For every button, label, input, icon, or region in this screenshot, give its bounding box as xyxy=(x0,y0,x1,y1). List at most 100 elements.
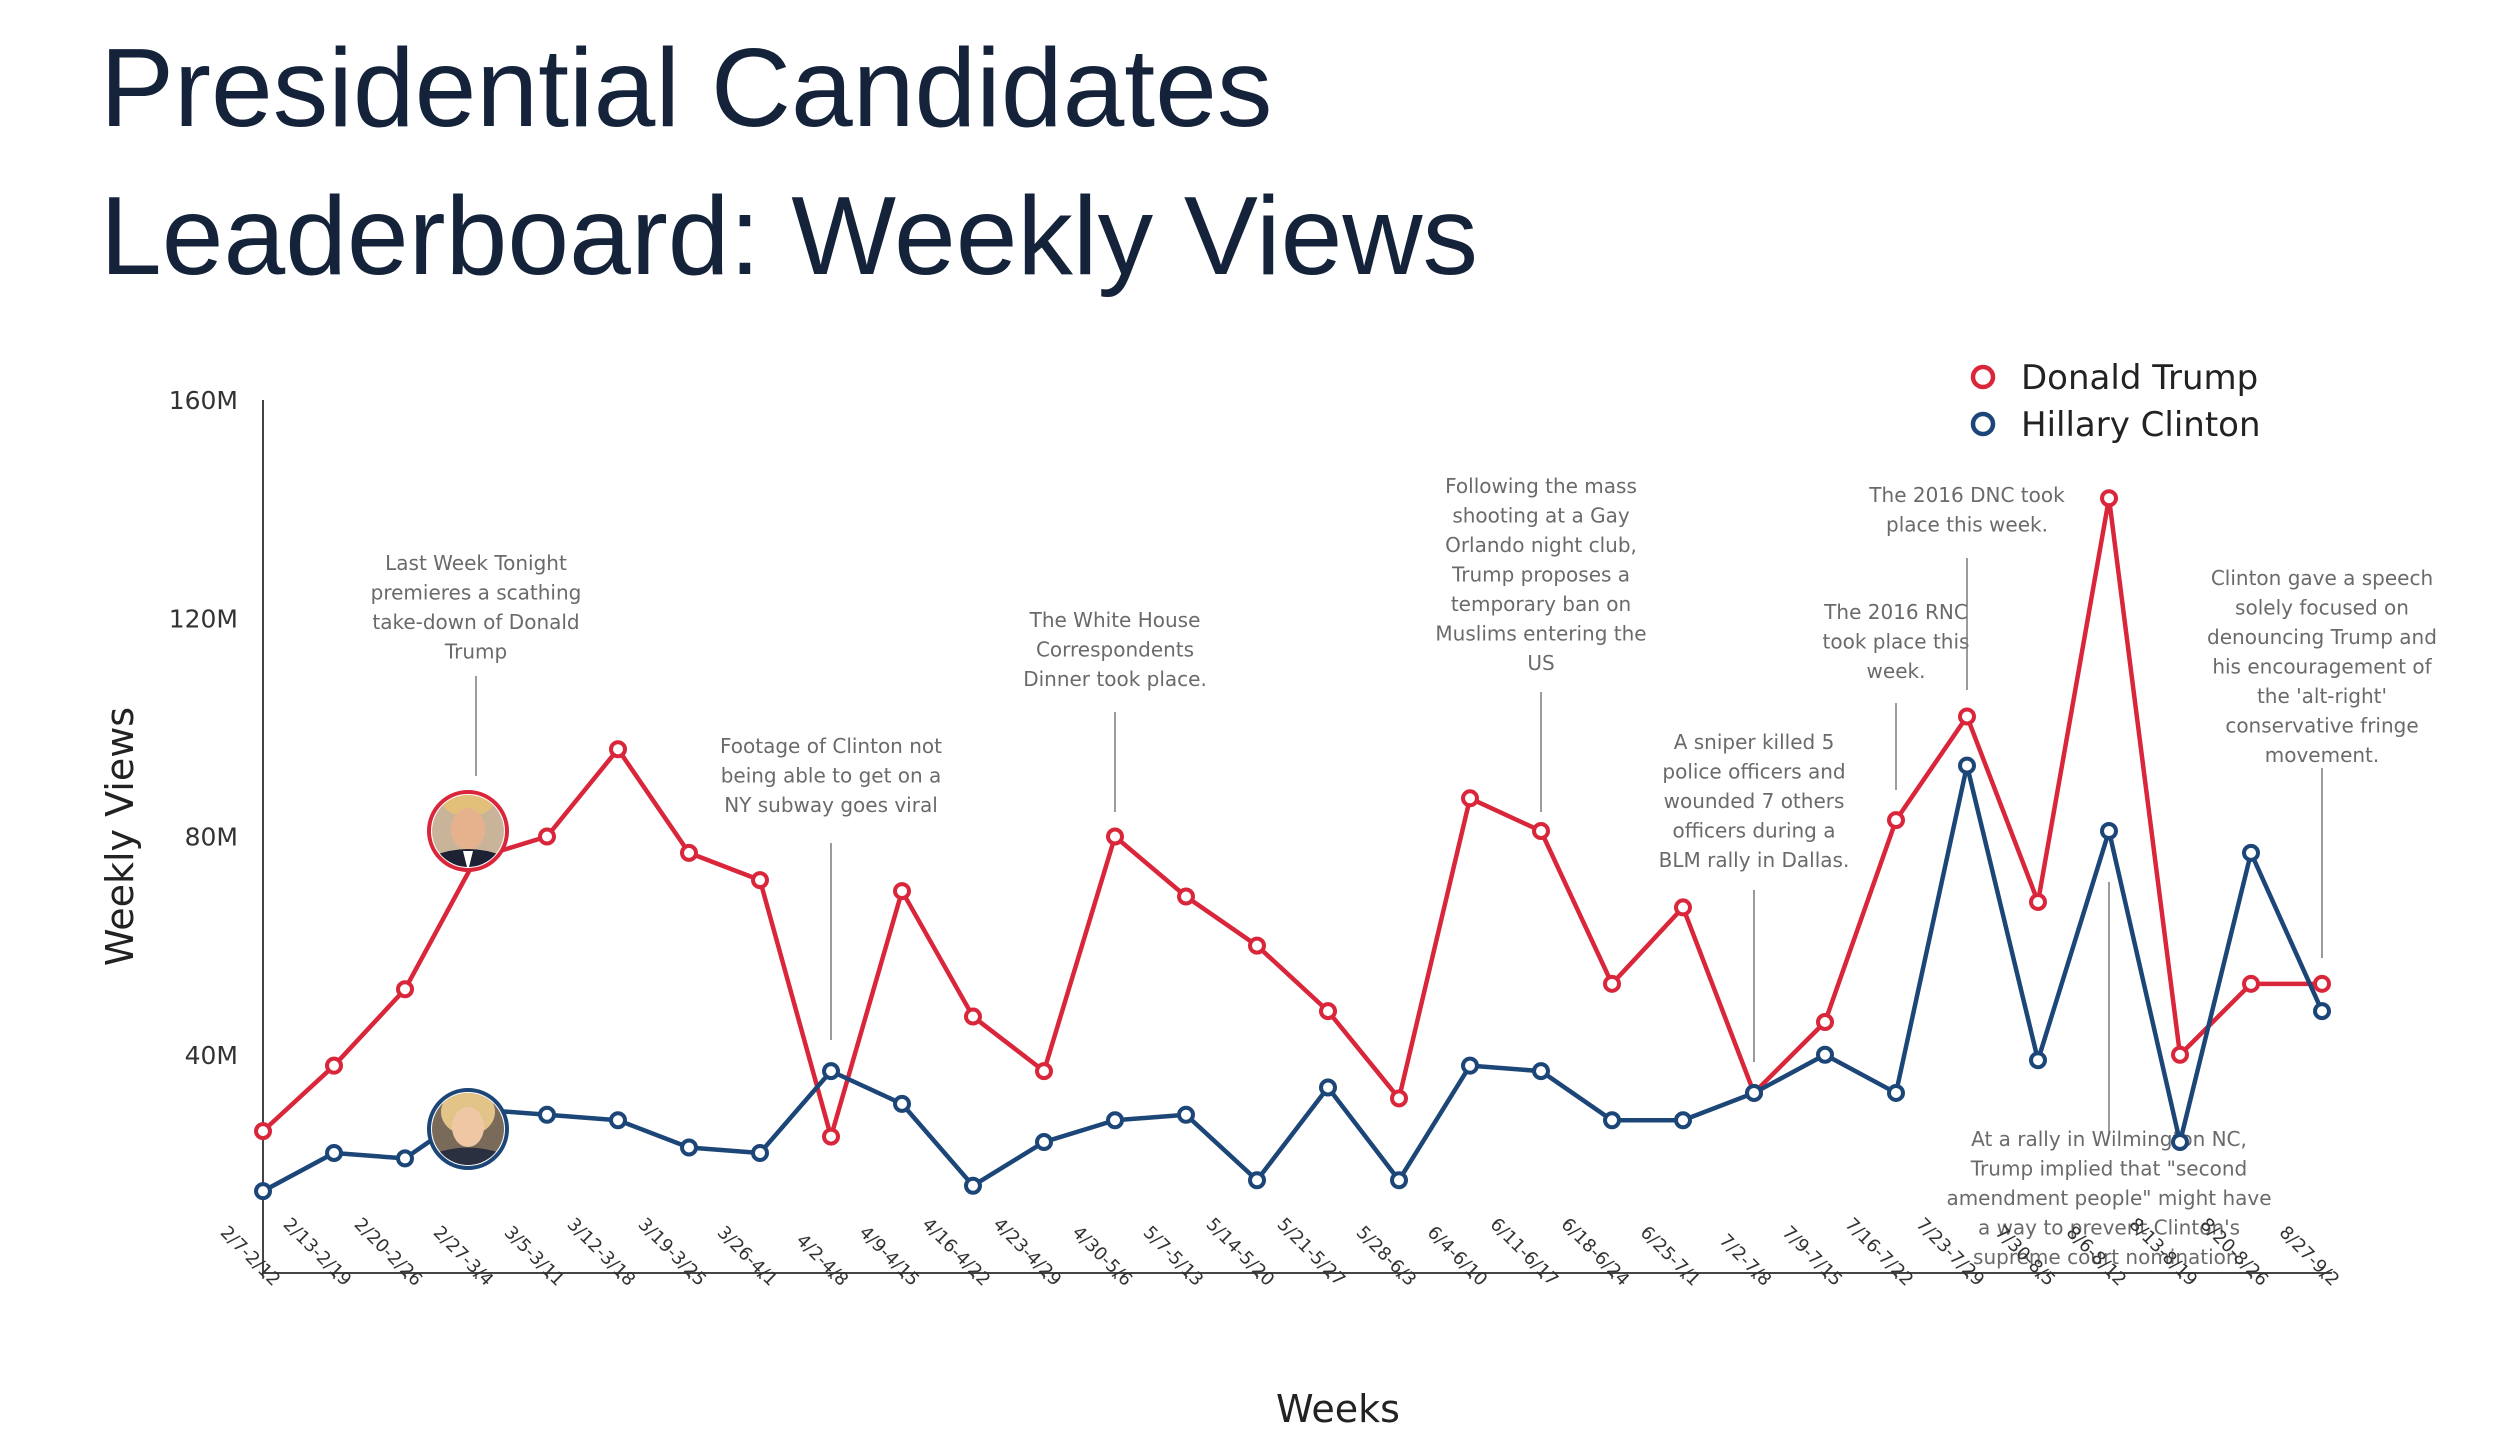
x-tick-label: 5/21-5/27 xyxy=(1273,1214,1350,1291)
title-line-1: Presidential Candidates xyxy=(100,26,1273,150)
data-point-donald-trump xyxy=(254,1122,272,1141)
data-point-hillary-clinton xyxy=(1532,1062,1550,1081)
data-point-hillary-clinton xyxy=(2171,1133,2189,1152)
series-line-hillary-clinton xyxy=(261,763,2325,1194)
data-point-donald-trump xyxy=(1106,827,1124,846)
data-point-donald-trump xyxy=(538,827,556,846)
data-point-donald-trump xyxy=(1248,936,1266,955)
series-layer xyxy=(254,489,2331,1201)
data-point-hillary-clinton xyxy=(964,1176,982,1195)
annotation-text: The White House Correspondents Dinner took… xyxy=(1023,608,1207,691)
x-tick-label: 2/20-2/26 xyxy=(350,1214,427,1291)
x-tick-label: 4/16-4/22 xyxy=(918,1214,995,1291)
data-point-hillary-clinton xyxy=(1958,756,1976,775)
data-point-hillary-clinton xyxy=(538,1105,556,1124)
x-tick-label: 7/2-7/8 xyxy=(1715,1230,1775,1290)
page-title: Presidential Candidates Leaderboard: Wee… xyxy=(100,14,1478,310)
data-point-hillary-clinton xyxy=(1319,1078,1337,1097)
annotation-text: The 2016 RNC took place this week. xyxy=(1823,600,1970,683)
data-point-donald-trump xyxy=(1319,1002,1337,1021)
data-point-hillary-clinton xyxy=(1390,1171,1408,1190)
data-point-hillary-clinton xyxy=(680,1138,698,1157)
x-tick-label: 2/27-3/4 xyxy=(429,1222,498,1291)
data-point-hillary-clinton xyxy=(1816,1045,1834,1064)
data-point-hillary-clinton xyxy=(751,1143,769,1162)
data-point-hillary-clinton xyxy=(396,1149,414,1168)
annotations-layer: Last Week Tonight premieres a scathing tak… xyxy=(371,474,2437,1269)
data-point-donald-trump xyxy=(2171,1045,2189,1064)
legend-marker xyxy=(1970,411,1996,437)
candidate-avatars xyxy=(427,790,509,1170)
annotation-text: Footage of Clinton not being able to get … xyxy=(720,734,942,817)
y-tick-label: 40M xyxy=(185,1041,238,1070)
axes-layer: 40M 80M 120M 160M 2/7-2/122/13-2/192/20-2/26… xyxy=(98,386,2343,1431)
y-tick-label: 120M xyxy=(169,604,238,633)
data-point-donald-trump xyxy=(1390,1089,1408,1108)
annotation-text: Following the mass shooting at a Gay Orlan… xyxy=(1435,474,1646,675)
data-point-hillary-clinton xyxy=(822,1062,840,1081)
data-point-hillary-clinton xyxy=(1887,1083,1905,1102)
x-tick-label: 3/12-3/18 xyxy=(563,1214,640,1291)
y-axis-title: Weekly Views xyxy=(98,707,142,966)
data-point-hillary-clinton xyxy=(2100,822,2118,841)
data-point-hillary-clinton xyxy=(254,1182,272,1201)
x-tick-label: 2/13-2/19 xyxy=(279,1214,356,1291)
x-tick-label: 4/2-4/8 xyxy=(792,1230,852,1290)
data-point-donald-trump xyxy=(680,843,698,862)
annotation-text: A sniper killed 5 police officers and woun… xyxy=(1659,730,1850,872)
data-point-donald-trump xyxy=(1035,1062,1053,1081)
data-point-hillary-clinton xyxy=(2029,1051,2047,1070)
data-point-donald-trump xyxy=(1177,887,1195,906)
data-point-donald-trump xyxy=(2100,489,2118,508)
series-line-donald-trump xyxy=(261,495,2322,1139)
data-point-hillary-clinton xyxy=(1674,1111,1692,1130)
annotation-text: Last Week Tonight premieres a scathing tak… xyxy=(371,551,582,664)
trump-avatar xyxy=(427,790,509,872)
legend-label: Donald Trump xyxy=(2021,358,2258,398)
x-tick-label: 6/11-6/17 xyxy=(1486,1214,1563,1291)
legend-marker xyxy=(1970,364,1996,390)
data-point-donald-trump xyxy=(2242,974,2260,993)
x-tick-label: 6/25-7/1 xyxy=(1636,1222,1705,1291)
data-point-hillary-clinton xyxy=(1461,1056,1479,1075)
data-point-donald-trump xyxy=(1532,822,1550,841)
data-point-hillary-clinton xyxy=(1035,1133,1053,1152)
x-tick-label: 7/9-7/15 xyxy=(1778,1222,1847,1291)
y-tick-label: 80M xyxy=(185,823,238,852)
x-tick-label: 8/27-9/2 xyxy=(2275,1222,2344,1291)
x-tick-label: 4/23-4/29 xyxy=(989,1214,1066,1291)
data-point-hillary-clinton xyxy=(1248,1171,1266,1190)
data-point-donald-trump xyxy=(609,740,627,759)
x-axis-title: Weeks xyxy=(1276,1387,1400,1431)
data-point-donald-trump xyxy=(2029,892,2047,911)
data-point-donald-trump xyxy=(1816,1013,1834,1032)
data-point-donald-trump xyxy=(325,1056,343,1075)
y-tick-label: 160M xyxy=(169,386,238,415)
data-point-donald-trump xyxy=(1461,789,1479,808)
annotation-text: The 2016 DNC took place this week. xyxy=(1868,483,2065,537)
x-tick-label: 7/16-7/22 xyxy=(1841,1214,1918,1291)
x-tick-label: 3/5-3/11 xyxy=(500,1222,569,1291)
data-point-hillary-clinton xyxy=(325,1143,343,1162)
x-tick-label: 4/30-5/6 xyxy=(1068,1222,1137,1291)
x-tick-label: 6/18-6/24 xyxy=(1557,1214,1634,1291)
data-point-hillary-clinton xyxy=(1745,1083,1763,1102)
data-point-hillary-clinton xyxy=(1603,1111,1621,1130)
legend: Donald Trump Hillary Clinton xyxy=(1970,358,2261,445)
data-point-donald-trump xyxy=(1674,898,1692,917)
data-point-donald-trump xyxy=(893,882,911,901)
data-point-donald-trump xyxy=(1603,974,1621,993)
title-line-2: Leaderboard: Weekly Views xyxy=(100,174,1479,298)
x-tick-label: 2/7-2/12 xyxy=(216,1222,285,1291)
data-point-hillary-clinton xyxy=(893,1094,911,1113)
data-point-donald-trump xyxy=(964,1007,982,1026)
x-tick-label: 3/26-4/1 xyxy=(713,1222,782,1291)
x-tick-label: 6/4-6/10 xyxy=(1423,1222,1492,1291)
data-point-donald-trump xyxy=(2313,974,2331,993)
data-point-donald-trump xyxy=(396,980,414,999)
x-tick-label: 5/28-6/3 xyxy=(1352,1222,1421,1291)
x-tick-label: 3/19-3/25 xyxy=(634,1214,711,1291)
x-tick-label: 4/9-4/15 xyxy=(855,1222,924,1291)
data-point-donald-trump xyxy=(822,1127,840,1146)
